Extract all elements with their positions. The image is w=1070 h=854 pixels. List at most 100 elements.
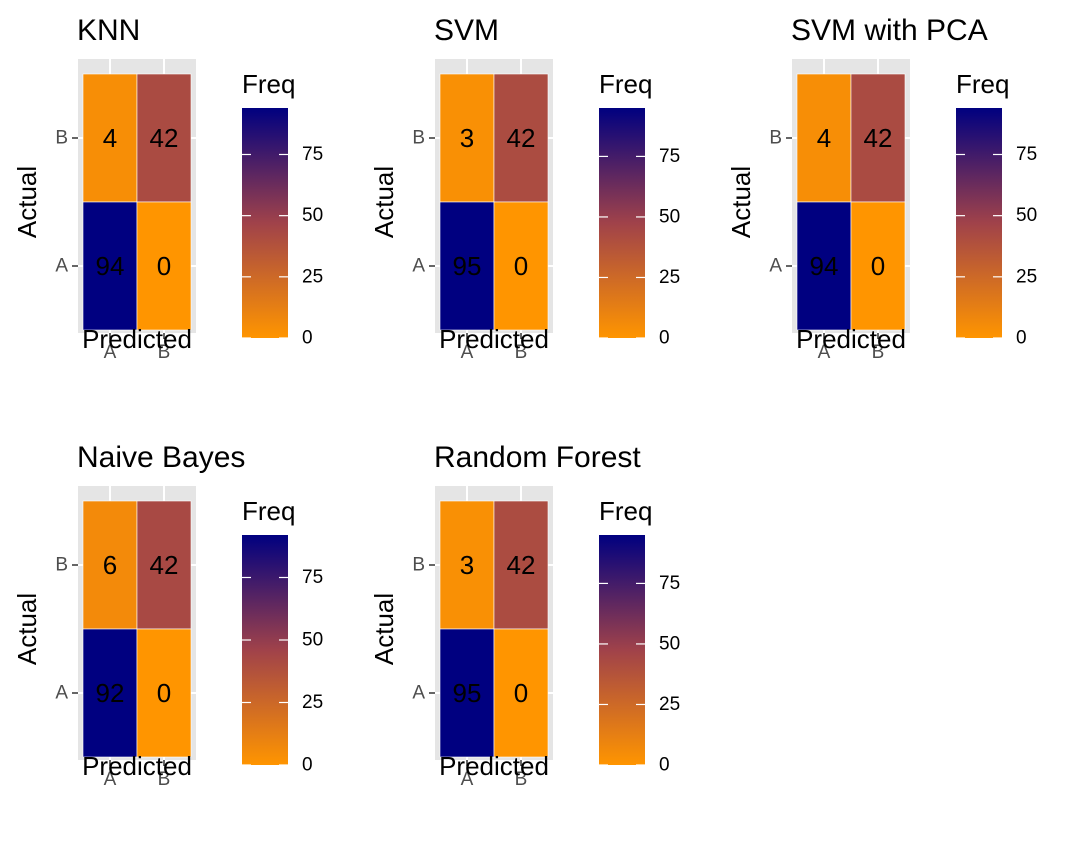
- y-axis-title: Actual: [369, 593, 399, 665]
- x-tick-label: A: [104, 342, 117, 363]
- x-tick-label: A: [461, 769, 474, 790]
- heatmap-cell: [439, 73, 495, 203]
- legend-title: Freq: [242, 69, 295, 99]
- y-axis-title: Actual: [726, 166, 756, 238]
- cell-value-label: 92: [96, 678, 125, 708]
- legend-tick-label: 75: [659, 146, 680, 167]
- cell-value-label: 0: [157, 251, 171, 281]
- heatmap-cell: [136, 500, 192, 630]
- chart-title: SVM with PCA: [791, 14, 988, 47]
- cell-value-label: 4: [103, 123, 117, 153]
- cell-value-label: 0: [514, 678, 528, 708]
- y-axis-title: Actual: [12, 166, 42, 238]
- y-tick-label: B: [769, 128, 782, 149]
- legend-title: Freq: [242, 496, 295, 526]
- legend-tick-label: 0: [1016, 328, 1027, 349]
- x-tick-label: A: [104, 769, 117, 790]
- y-axis-title: Actual: [12, 593, 42, 665]
- x-axis-title: Predicted: [82, 751, 192, 781]
- legend-tick-label: 75: [1016, 144, 1037, 165]
- y-tick-label: A: [55, 256, 68, 277]
- chart-title: SVM: [434, 14, 499, 47]
- cell-value-label: 94: [96, 251, 125, 281]
- heatmap-cell: [82, 500, 138, 630]
- legend-colorbar: [599, 535, 645, 765]
- legend-title: Freq: [599, 496, 652, 526]
- legend-tick-label: 75: [302, 567, 323, 588]
- cell-value-label: 95: [453, 678, 482, 708]
- legend-tick-label: 0: [659, 755, 670, 776]
- legend-tick-label: 0: [302, 328, 313, 349]
- y-tick-label: A: [55, 683, 68, 704]
- legend-tick-label: 25: [659, 267, 680, 288]
- x-tick-label: B: [158, 769, 171, 790]
- legend-tick-label: 50: [302, 630, 323, 651]
- heatmap-cell: [82, 628, 138, 758]
- cell-value-label: 3: [460, 550, 474, 580]
- heatmap-cell: [439, 201, 495, 331]
- cell-value-label: 95: [453, 251, 482, 281]
- legend-colorbar: [956, 108, 1002, 338]
- y-tick-label: A: [412, 683, 425, 704]
- cell-value-label: 42: [150, 550, 179, 580]
- x-tick-label: B: [515, 769, 528, 790]
- y-tick-label: B: [55, 128, 68, 149]
- cell-value-label: 42: [864, 123, 893, 153]
- x-axis-title: Predicted: [439, 751, 549, 781]
- heatmap-cell: [136, 201, 192, 331]
- x-axis-title: Predicted: [439, 324, 549, 354]
- heatmap-cell: [796, 73, 852, 203]
- legend-tick-label: 50: [302, 205, 323, 226]
- legend-tick-label: 50: [659, 633, 680, 654]
- legend-tick-label: 0: [659, 328, 670, 349]
- legend-colorbar: [242, 535, 288, 765]
- chart-title: KNN: [77, 14, 140, 47]
- cell-value-label: 0: [157, 678, 171, 708]
- x-axis-title: Predicted: [796, 324, 906, 354]
- heatmap-cell: [136, 628, 192, 758]
- heatmap-cell: [82, 201, 138, 331]
- x-tick-label: A: [461, 342, 474, 363]
- y-tick-label: A: [412, 256, 425, 277]
- legend-title: Freq: [599, 69, 652, 99]
- cell-value-label: 0: [514, 251, 528, 281]
- legend-colorbar: [599, 108, 645, 338]
- legend-tick-label: 75: [659, 573, 680, 594]
- legend-tick-label: 25: [1016, 266, 1037, 287]
- heatmap-cell: [796, 201, 852, 331]
- cell-value-label: 3: [460, 123, 474, 153]
- legend-tick-label: 25: [302, 692, 323, 713]
- cell-value-label: 6: [103, 550, 117, 580]
- y-axis-title: Actual: [369, 166, 399, 238]
- cell-value-label: 94: [810, 251, 839, 281]
- heatmap-cell: [493, 201, 549, 331]
- legend-tick-label: 25: [659, 694, 680, 715]
- heatmap-cell: [850, 201, 906, 331]
- legend-tick-label: 0: [302, 755, 313, 776]
- x-tick-label: B: [158, 342, 171, 363]
- heatmap-cell: [493, 628, 549, 758]
- legend-colorbar: [242, 108, 288, 338]
- chart-title: Naive Bayes: [77, 441, 245, 474]
- cell-value-label: 42: [150, 123, 179, 153]
- cell-value-label: 42: [507, 550, 536, 580]
- x-axis-title: Predicted: [82, 324, 192, 354]
- cell-value-label: 42: [507, 123, 536, 153]
- legend-tick-label: 75: [302, 144, 323, 165]
- heatmap-cell: [136, 73, 192, 203]
- chart-title: Random Forest: [434, 441, 641, 474]
- x-tick-label: B: [872, 342, 885, 363]
- legend-tick-label: 50: [659, 206, 680, 227]
- legend-tick-label: 50: [1016, 205, 1037, 226]
- legend-title: Freq: [956, 69, 1009, 99]
- y-tick-label: B: [412, 128, 425, 149]
- cell-value-label: 0: [871, 251, 885, 281]
- y-tick-label: B: [55, 555, 68, 576]
- cell-value-label: 4: [817, 123, 831, 153]
